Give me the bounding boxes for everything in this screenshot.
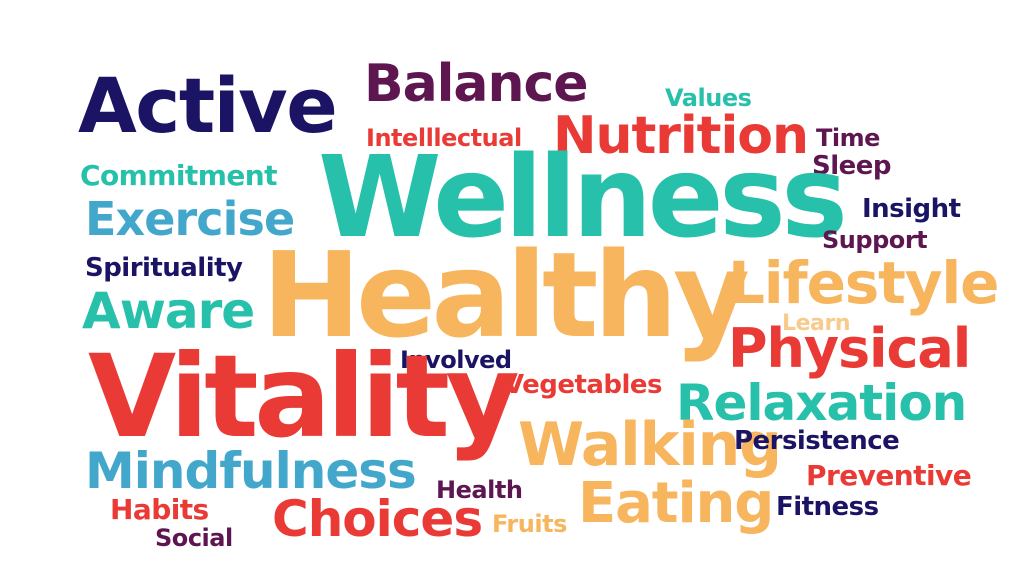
word-intellectual: Intelllectual (366, 124, 522, 152)
word-preventive: Preventive (806, 459, 972, 492)
word-insight: Insight (862, 194, 961, 224)
word-spirituality: Spirituality (85, 253, 243, 283)
word-exercise: Exercise (85, 192, 295, 246)
word-fitness: Fitness (776, 492, 879, 522)
word-active: Active (78, 61, 338, 150)
word-social: Social (155, 524, 233, 552)
word-nutrition: Nutrition (553, 106, 809, 166)
word-walking: Walking (518, 410, 782, 480)
word-time: Time (816, 124, 880, 152)
word-health: Health (436, 476, 523, 504)
word-involved: Involved (400, 346, 512, 374)
word-mindfulness: Mindfulness (85, 442, 417, 500)
word-lifestyle: Lifestyle (728, 249, 999, 317)
word-fruits: Fruits (492, 510, 567, 538)
word-aware: Aware (82, 282, 255, 340)
word-sleep: Sleep (812, 151, 891, 181)
word-habits: Habits (110, 493, 209, 526)
word-commitment: Commitment (80, 159, 278, 192)
word-vitality: Vitality (88, 330, 520, 463)
word-values: Values (665, 84, 752, 112)
word-learn: Learn (782, 311, 851, 336)
word-persistence: Persistence (734, 426, 900, 456)
word-eating: Eating (578, 471, 774, 536)
word-balance: Balance (364, 54, 589, 114)
word-physical: Physical (728, 317, 971, 380)
word-relaxation: Relaxation (676, 374, 967, 432)
word-support: Support (822, 226, 928, 254)
word-wellness: Wellness (318, 133, 848, 263)
word-healthy: Healthy (262, 226, 750, 364)
word-vegetables: Vegetables (504, 370, 663, 400)
word-choices: Choices (272, 490, 483, 548)
